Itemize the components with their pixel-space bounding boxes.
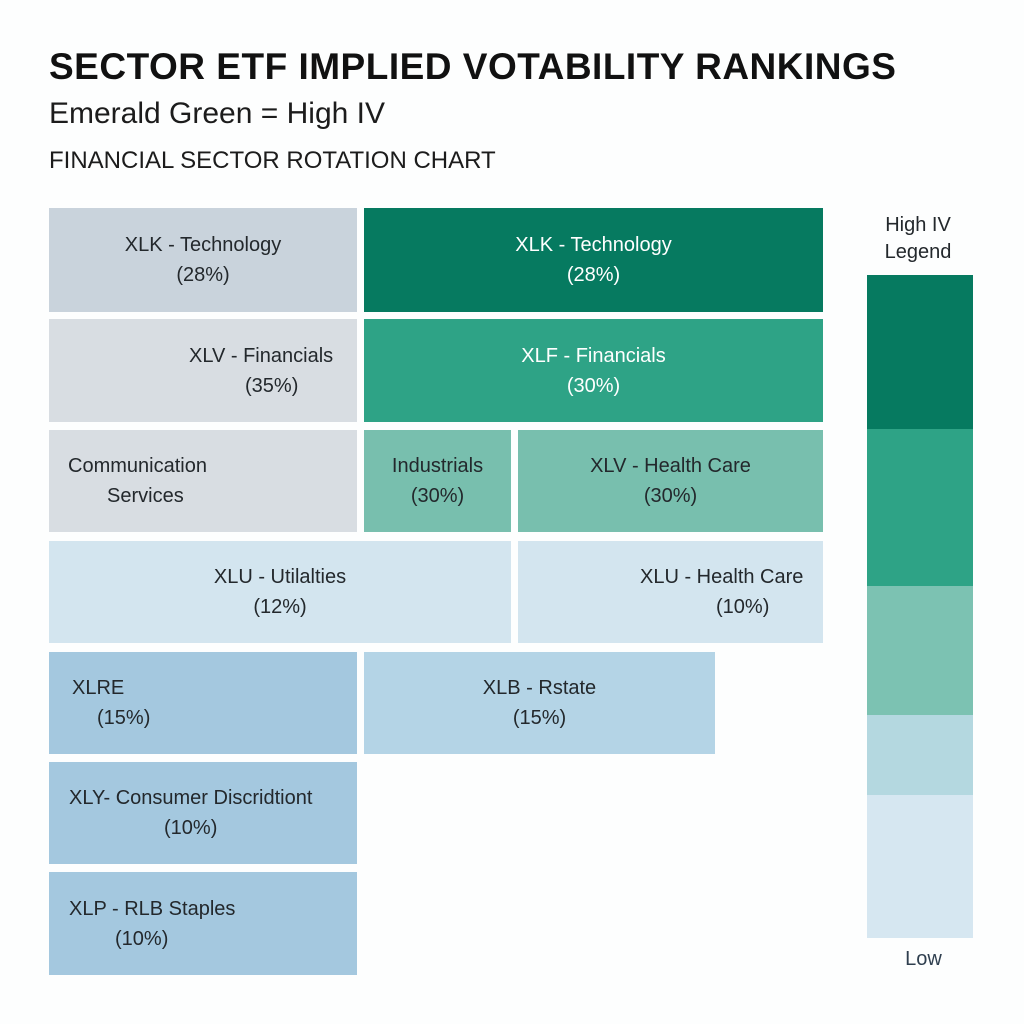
treemap-tile: XLB - Rstate (15%) [364, 652, 715, 754]
tile-value: (10%) [115, 927, 169, 950]
tile-value: (15%) [512, 707, 567, 729]
tile-value: (28%) [566, 264, 621, 286]
chart-subtitle: Emerald Green = High IV [49, 97, 385, 130]
legend-title: High IV Legend [884, 214, 952, 263]
tile-label: XLV - Financials [189, 344, 334, 367]
treemap-tile: XLRE (15%) [49, 652, 357, 754]
legend-segment [867, 275, 973, 429]
tile-value: (28%) [176, 264, 230, 286]
tile-label: XLV - Health Care [590, 455, 751, 477]
tile-value: (35%) [245, 374, 299, 397]
tile-label: XLU - Utilalties [213, 566, 347, 588]
tile-label: XLY- Consumer Discridtiont [69, 787, 313, 809]
chart-caption: FINANCIAL SECTOR ROTATION CHART [49, 147, 496, 174]
tile-value: (30%) [643, 485, 698, 507]
tile-value: (30%) [566, 374, 621, 397]
treemap-tile: Industrials (30%) [364, 430, 511, 532]
tile-label: Communication [68, 455, 207, 477]
tile-value: (30%) [410, 485, 465, 507]
tile-label: XLRE [72, 677, 125, 699]
treemap-tile: XLK - Technology (28%) [364, 208, 823, 312]
treemap-tile: XLU - Health Care (10%) [518, 541, 823, 643]
legend-segment [867, 795, 973, 938]
chart-title: SECTOR ETF IMPLIED VOTABILITY RANKINGS [49, 46, 897, 87]
legend-color-bar [867, 275, 973, 938]
legend-low-label: Low [905, 948, 942, 970]
tile-label: XLB - Rstate [482, 677, 597, 699]
legend-segment [867, 586, 973, 715]
treemap-tile: XLF - Financials (30%) [364, 319, 823, 422]
tile-value: (12%) [253, 596, 307, 618]
treemap-tile: XLP - RLB Staples (10%) [49, 872, 357, 975]
treemap-tile: Communication Services [49, 430, 357, 532]
tile-label: XLU - Health Care [640, 566, 804, 588]
legend-segment [867, 429, 973, 586]
legend-segment [867, 715, 973, 795]
tile-value: (15%) [97, 707, 151, 729]
treemap-tile: XLY- Consumer Discridtiont (10%) [49, 762, 357, 864]
treemap-tile: XLV - Financials (35%) [49, 319, 357, 422]
tile-label: XLK - Technology [124, 234, 282, 256]
tile-label: XLP - RLB Staples [69, 897, 236, 920]
treemap-tile: XLU - Utilalties (12%) [49, 541, 511, 643]
tile-label: Industrials [391, 455, 484, 477]
treemap-tile: XLV - Health Care (30%) [518, 430, 823, 532]
tile-value: (10%) [716, 596, 770, 618]
tile-label: XLK - Technology [515, 234, 672, 256]
treemap-tile: XLK - Technology (28%) [49, 208, 357, 312]
tile-label: XLF - Financials [521, 344, 666, 367]
tile-value: Services [107, 485, 184, 507]
tile-value: (10%) [164, 817, 218, 839]
